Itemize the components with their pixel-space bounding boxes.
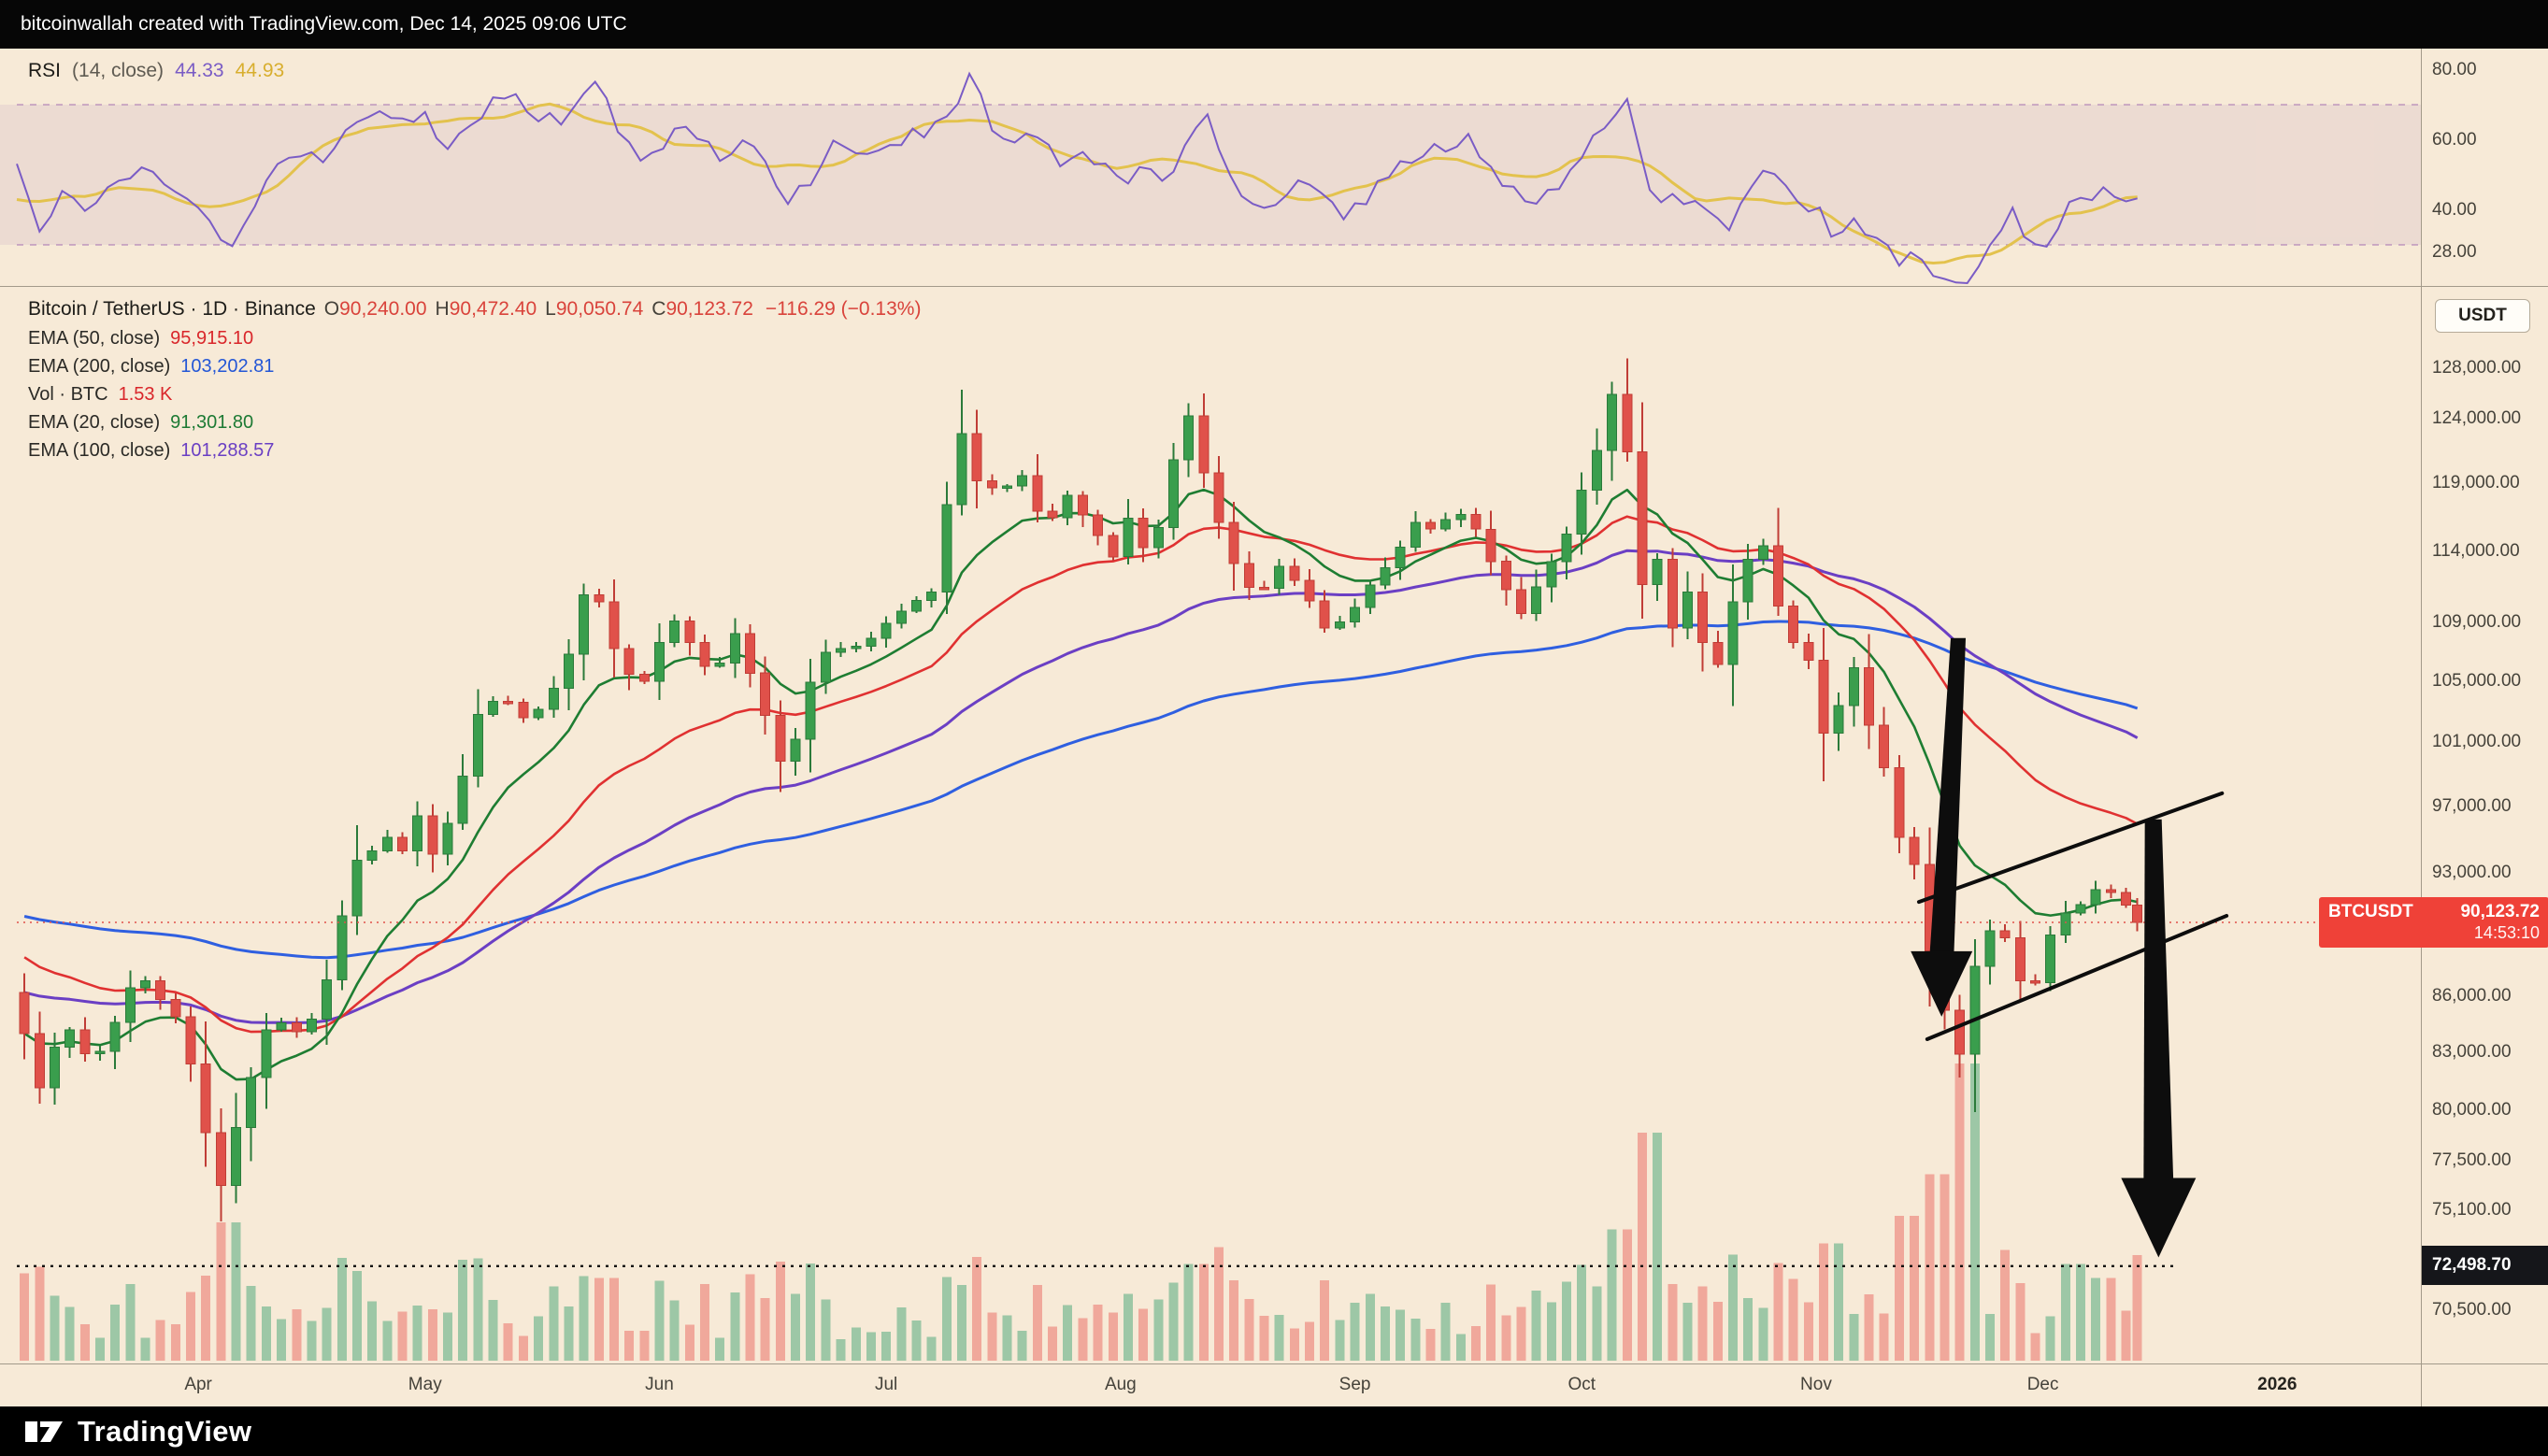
time-axis[interactable]: Apr May Jun Jul Aug Sep Oct Nov Dec 2026 [0, 1363, 2548, 1406]
change-value: −116.29 (−0.13%) [765, 298, 922, 320]
rsi-scale-label: 28.00 [2432, 241, 2477, 262]
price-chart-canvas[interactable] [0, 287, 2421, 1363]
close-label: C [651, 298, 666, 320]
rsi-ma-value: 44.93 [235, 60, 285, 81]
time-axis-month-label: Aug [1104, 1375, 1137, 1394]
trendline [1925, 913, 2229, 1041]
tradingview-logo-icon[interactable] [24, 1415, 65, 1449]
volume-series [20, 1063, 2142, 1361]
price-scale-label: 105,000.00 [2432, 670, 2522, 691]
price-scale-label: 83,000.00 [2432, 1042, 2512, 1063]
high-value: 90,472.40 [449, 298, 537, 320]
low-value: 90,050.74 [555, 298, 644, 320]
chart-legend: Bitcoin / TetherUS · 1D · Binance O90,24… [28, 298, 921, 468]
rsi-ma-line [16, 102, 2138, 265]
price-scale-label: 101,000.00 [2432, 732, 2522, 752]
price-scale-label: 124,000.00 [2432, 407, 2522, 428]
rsi-legend[interactable]: RSI (14, close) 44.33 44.93 [28, 60, 284, 82]
time-axis-month-label: Dec [2026, 1375, 2059, 1394]
rsi-indicator-params: (14, close) [72, 60, 165, 81]
price-scale-label: 119,000.00 [2432, 473, 2520, 493]
close-value: 90,123.72 [666, 298, 753, 320]
candlestick-series [19, 358, 2143, 1221]
price-scale-label: 128,000.00 [2432, 358, 2522, 378]
indicator-label: EMA (200, close) [28, 356, 171, 377]
price-scale-label: 86,000.00 [2432, 986, 2512, 1006]
rsi-indicator-name: RSI [28, 60, 62, 81]
price-scale-label: 75,100.00 [2432, 1200, 2512, 1220]
indicator-label: EMA (50, close) [28, 328, 161, 349]
time-axis-month-label: Jul [874, 1375, 898, 1394]
price-panel: Bitcoin / TetherUS · 1D · Binance O90,24… [0, 287, 2548, 1363]
rsi-scale-label: 40.00 [2432, 199, 2477, 220]
time-axis-month-label: May [408, 1375, 442, 1394]
open-label: O [323, 298, 340, 320]
indicator-legend-row[interactable]: EMA (50, close) 95,915.10 [28, 328, 921, 350]
attribution-text: bitcoinwallah created with TradingView.c… [21, 13, 627, 35]
symbol-legend-row[interactable]: Bitcoin / TetherUS · 1D · Binance O90,24… [28, 298, 921, 321]
indicator-label: Vol · BTC [28, 384, 108, 405]
indicator-value: 103,202.81 [180, 356, 275, 377]
time-axis-month-label: Sep [1338, 1375, 1371, 1394]
indicator-legend-row[interactable]: EMA (20, close) 91,301.80 [28, 412, 921, 434]
price-scale[interactable]: USDT BTCUSDT 90,123.72 14:53:10 72,498.7… [2319, 49, 2548, 1406]
indicator-label: EMA (100, close) [28, 440, 171, 461]
tradingview-brand[interactable]: TradingView [78, 1414, 252, 1448]
rsi-value: 44.33 [175, 60, 224, 81]
drawing-annotations [17, 637, 2421, 1267]
attribution-bar: bitcoinwallah created with TradingView.c… [0, 0, 2548, 49]
time-axis-year-label: 2026 [2257, 1375, 2297, 1394]
down-arrow-shaft [1929, 637, 1967, 959]
price-scale-label: 97,000.00 [2432, 795, 2512, 816]
currency-toggle-button[interactable]: USDT [2435, 299, 2530, 333]
ema-lines [23, 488, 2139, 1081]
indicator-value: 91,301.80 [170, 412, 254, 433]
price-scale-label: 93,000.00 [2432, 862, 2512, 882]
down-arrow-head [1911, 950, 1973, 1017]
down-arrow-shaft [2143, 819, 2174, 1186]
last-price-symbol: BTCUSDT [2328, 902, 2413, 921]
ema-50-line [23, 515, 2139, 1034]
indicator-legend-row[interactable]: EMA (200, close) 103,202.81 [28, 356, 921, 378]
support-level-badge: 72,498.70 [2422, 1246, 2548, 1285]
time-axis-month-label: Jun [645, 1375, 674, 1394]
price-scale-label: 77,500.00 [2432, 1150, 2512, 1171]
indicator-label: EMA (20, close) [28, 412, 161, 433]
time-axis-month-label: Apr [184, 1375, 212, 1394]
symbol-title: Bitcoin / TetherUS · 1D · Binance [28, 298, 316, 320]
high-label: H [435, 298, 450, 320]
last-price-badge: BTCUSDT 90,123.72 14:53:10 [2319, 897, 2548, 948]
time-axis-month-label: Nov [1800, 1375, 1832, 1394]
indicator-value: 1.53 K [118, 384, 173, 405]
bar-countdown: 14:53:10 [2473, 923, 2540, 942]
trendline [1916, 791, 2225, 905]
price-scale-label: 109,000.00 [2432, 611, 2522, 632]
ema-20-line [23, 488, 2138, 1081]
low-label: L [545, 298, 556, 320]
footer-bar: TradingView [0, 1406, 2548, 1456]
indicator-value: 95,915.10 [170, 328, 254, 349]
indicator-legend-rows: EMA (50, close) 95,915.10 EMA (200, close)… [28, 328, 921, 462]
open-value: 90,240.00 [339, 298, 427, 320]
rsi-plot[interactable] [0, 49, 2421, 286]
price-scale-label: 114,000.00 [2432, 540, 2520, 561]
price-scale-label: 70,500.00 [2432, 1300, 2512, 1320]
last-price-value: 90,123.72 [2460, 902, 2540, 921]
ema-100-line [23, 549, 2139, 1024]
indicator-legend-row[interactable]: Vol · BTC 1.53 K [28, 384, 921, 406]
rsi-panel: RSI (14, close) 44.33 44.93 [0, 49, 2548, 287]
indicator-legend-row[interactable]: EMA (100, close) 101,288.57 [28, 440, 921, 462]
rsi-scale-label: 60.00 [2432, 129, 2477, 150]
rsi-line [16, 71, 2138, 285]
indicator-value: 101,288.57 [180, 440, 275, 461]
price-scale-label: 80,000.00 [2432, 1100, 2512, 1121]
rsi-scale-label: 80.00 [2432, 59, 2477, 79]
time-axis-month-label: Oct [1567, 1375, 1596, 1394]
down-arrow-head [2121, 1178, 2197, 1258]
